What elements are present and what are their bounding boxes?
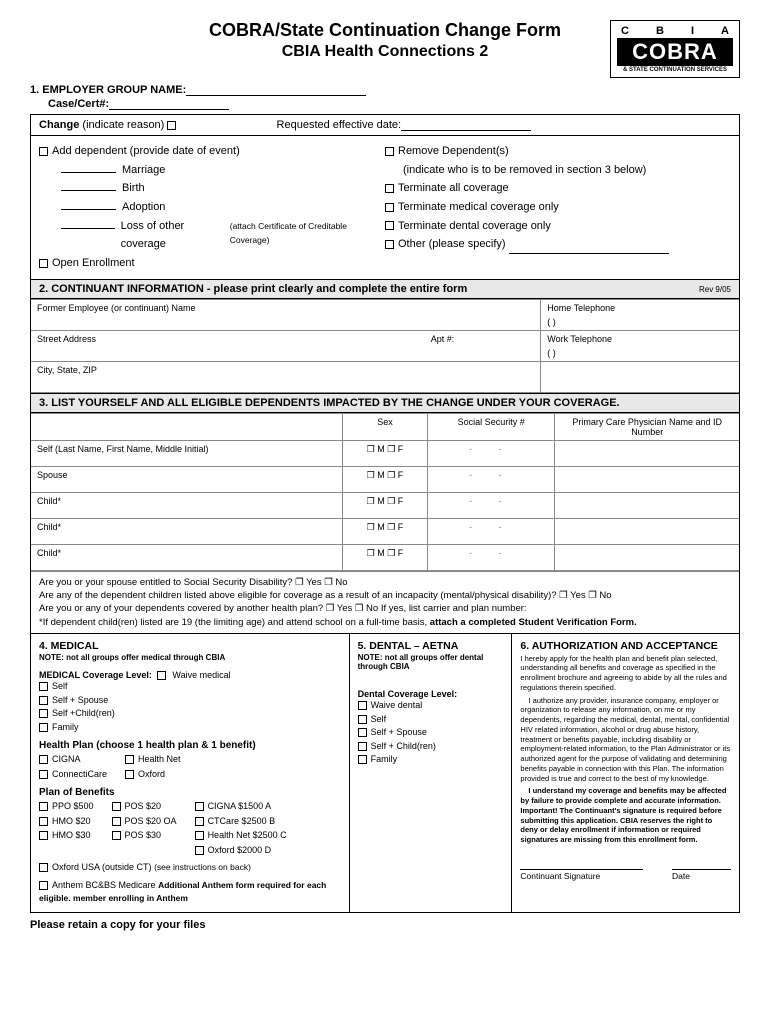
checkbox-open-enrollment[interactable] xyxy=(39,259,48,268)
cobra-logo: C B I A COBRA & STATE CONTINUATION SERVI… xyxy=(610,20,740,78)
dependents-table: Sex Social Security # Primary Care Physi… xyxy=(31,413,739,571)
title-line1: COBRA/State Continuation Change Form xyxy=(160,20,610,41)
checkbox-remove-dependent[interactable] xyxy=(385,147,394,156)
medical-section: 4. MEDICAL NOTE: not all groups offer me… xyxy=(31,634,350,912)
checkbox-terminate-all[interactable] xyxy=(385,184,394,193)
case-cert: Case/Cert#: xyxy=(48,98,740,110)
checkbox-add-dependent[interactable] xyxy=(39,147,48,156)
eligibility-questions: Are you or your spouse entitled to Socia… xyxy=(31,571,739,633)
checkbox-terminate-medical[interactable] xyxy=(385,203,394,212)
section3-heading: 3. LIST YOURSELF AND ALL ELIGIBLE DEPEND… xyxy=(31,393,739,413)
continuant-table: Former Employee (or continuant) Name Hom… xyxy=(31,299,739,393)
checkbox-terminate-dental[interactable] xyxy=(385,221,394,230)
employer-group-name: 1. EMPLOYER GROUP NAME: xyxy=(30,84,740,96)
authorization-section: 6. AUTHORIZATION AND ACCEPTANCE I hereby… xyxy=(512,634,739,912)
section2-heading: 2. CONTINUANT INFORMATION - please print… xyxy=(31,279,739,299)
form-title: COBRA/State Continuation Change Form CBI… xyxy=(160,20,610,61)
title-line2: CBIA Health Connections 2 xyxy=(160,43,610,61)
dental-section: 5. DENTAL – AETNA NOTE: not all groups o… xyxy=(350,634,513,912)
footer-note: Please retain a copy for your files xyxy=(30,919,740,931)
date-line[interactable]: Date xyxy=(672,869,731,882)
change-header: Change (indicate reason) Requested effec… xyxy=(31,115,739,136)
checkbox-other[interactable] xyxy=(385,240,394,249)
continuant-signature-line[interactable]: Continuant Signature xyxy=(520,869,642,882)
change-left-col: Add dependent (provide date of event) Ma… xyxy=(39,142,385,273)
change-right-col: Remove Dependent(s) (indicate who is to … xyxy=(385,142,731,273)
